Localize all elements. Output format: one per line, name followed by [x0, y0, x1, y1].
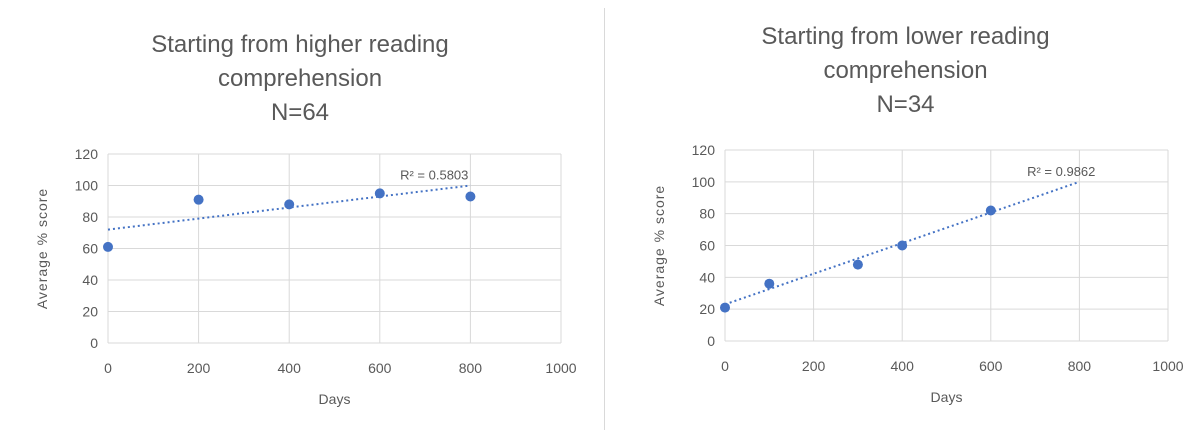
y-tick-label: 100: [75, 178, 99, 194]
y-tick-label: 20: [82, 304, 98, 320]
data-point: [193, 194, 204, 205]
chart-title-line-3: N=34: [876, 91, 935, 118]
x-tick-label: 600: [979, 358, 1003, 374]
data-point: [465, 191, 476, 202]
data-point: [852, 259, 863, 270]
data-point: [897, 240, 908, 251]
x-tick-label: 1000: [545, 360, 576, 376]
chart-plot-svg: 0 20 40 60 80 100 120 0 200 400 600 800 1000 Days Aver…: [34, 146, 577, 407]
y-tick-label: 20: [699, 301, 715, 317]
r-squared-label: R² = 0.5803: [400, 168, 468, 183]
data-point: [764, 278, 775, 289]
data-point: [720, 302, 730, 313]
r-squared-label: R² = 0.9862: [1027, 164, 1095, 179]
x-tick-label: 200: [187, 360, 211, 376]
x-axis-label: Days: [931, 389, 963, 405]
y-tick-label: 100: [692, 174, 716, 190]
y-axis-label: Average % score: [34, 188, 50, 309]
chart-title-line-1: Starting from higher reading: [151, 31, 449, 58]
chart-title-line-3: N=64: [270, 99, 330, 126]
y-tick-label: 0: [90, 335, 98, 351]
data-point: [103, 241, 113, 252]
chart-plot-svg: 0 20 40 60 80 100 120 0 200 400 600 800 1000 Days Aver…: [651, 142, 1184, 405]
y-tick-label: 40: [82, 272, 98, 288]
y-tick-label: 120: [692, 142, 716, 158]
y-tick-label: 80: [699, 206, 715, 222]
chart-lower-reading: Starting from lower reading comprehensio…: [610, 0, 1201, 431]
chart-divider: [604, 8, 605, 430]
data-point: [374, 188, 385, 199]
x-tick-label: 0: [104, 360, 112, 376]
y-tick-label: 60: [699, 238, 715, 254]
y-tick-label: 0: [707, 333, 715, 349]
y-tick-label: 80: [82, 209, 98, 225]
x-tick-label: 1000: [1152, 358, 1183, 374]
x-axis-label: Days: [319, 391, 351, 407]
y-tick-label: 40: [699, 269, 715, 285]
chart-title: Starting from higher reading comprehensi…: [0, 28, 600, 130]
y-tick-label: 120: [75, 146, 99, 162]
x-tick-label: 400: [891, 358, 915, 374]
chart-higher-reading: Starting from higher reading comprehensi…: [0, 0, 600, 431]
x-tick-label: 400: [278, 360, 302, 376]
x-tick-label: 600: [368, 360, 392, 376]
x-tick-label: 800: [1068, 358, 1092, 374]
chart-title-line-2: comprehension: [217, 65, 383, 92]
y-tick-label: 60: [82, 241, 98, 257]
chart-title: Starting from lower reading comprehensio…: [610, 20, 1201, 122]
trendline: [107, 184, 471, 231]
y-axis-label: Average % score: [651, 185, 667, 306]
data-point: [985, 205, 996, 216]
x-tick-label: 200: [802, 358, 826, 374]
chart-title-line-1: Starting from lower reading: [761, 23, 1050, 50]
x-tick-label: 800: [459, 360, 483, 376]
x-tick-label: 0: [721, 358, 729, 374]
data-point: [284, 199, 295, 210]
chart-title-line-2: comprehension: [823, 57, 988, 84]
